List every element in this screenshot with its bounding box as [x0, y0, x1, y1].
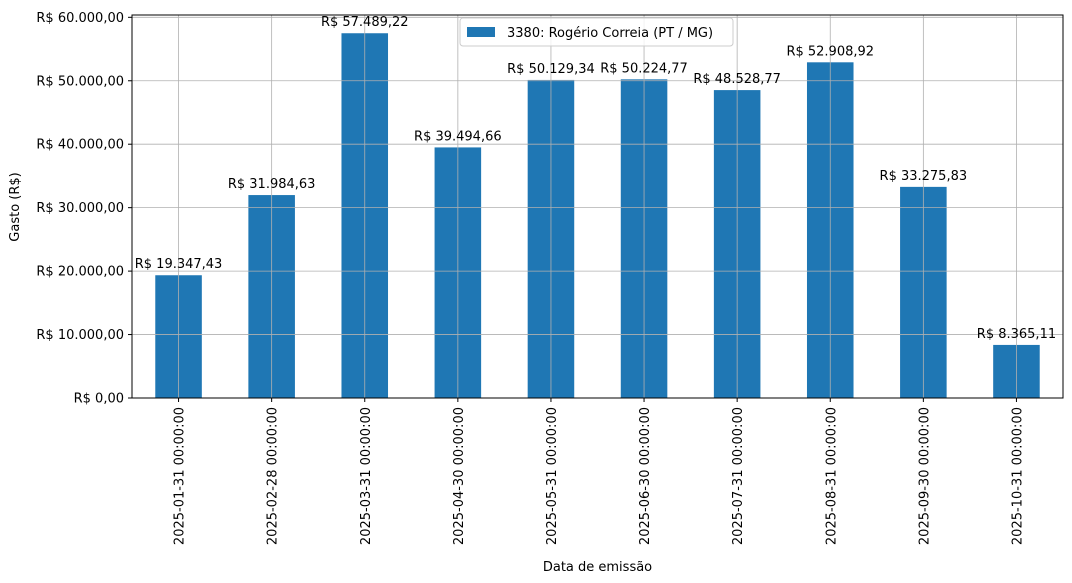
- data-label: R$ 33.275,83: [880, 169, 968, 184]
- data-label: R$ 52.908,92: [786, 44, 874, 59]
- data-labels: R$ 19.347,43 R$ 31.984,63 R$ 57.489,22 R$ 3…: [135, 15, 1056, 342]
- x-tick-label: 2025-06-30 00:00:00: [638, 407, 653, 545]
- x-tick-label: 2025-09-30 00:00:00: [917, 407, 932, 545]
- grid-lines: [132, 15, 1063, 399]
- data-label: R$ 50.129,34: [507, 62, 595, 77]
- y-axis-label: Gasto (R$): [8, 172, 23, 241]
- data-label: R$ 39.494,66: [414, 129, 502, 144]
- y-tick-label: R$ 20.000,00: [36, 265, 124, 280]
- x-tick-label: 2025-04-30 00:00:00: [452, 407, 467, 545]
- x-tick-label: 2025-01-31 00:00:00: [173, 407, 188, 545]
- data-label: R$ 57.489,22: [321, 15, 409, 30]
- legend: 3380: Rogério Correia (PT / MG): [459, 17, 734, 47]
- legend-swatch: [467, 27, 495, 37]
- x-tick-label: 2025-03-31 00:00:00: [359, 407, 374, 545]
- bars: [155, 33, 1040, 399]
- data-label: R$ 8.365,11: [977, 327, 1056, 342]
- x-tick-label: 2025-10-31 00:00:00: [1010, 407, 1025, 545]
- legend-label: 3380: Rogério Correia (PT / MG): [507, 26, 713, 41]
- x-axis-label: Data de emissão: [543, 560, 652, 575]
- data-label: R$ 48.528,77: [693, 72, 781, 87]
- y-tick-label: R$ 30.000,00: [36, 201, 124, 216]
- legend-frame: [459, 17, 734, 47]
- data-label: R$ 50.224,77: [600, 61, 688, 76]
- x-tick-label: 2025-07-31 00:00:00: [731, 407, 746, 545]
- y-tick-label: R$ 60.000,00: [36, 11, 124, 26]
- y-tick-label: R$ 10.000,00: [36, 328, 124, 343]
- data-label: R$ 19.347,43: [135, 257, 223, 272]
- x-tick-label: 2025-08-31 00:00:00: [824, 407, 839, 545]
- plot-frame: [131, 14, 1064, 399]
- y-tick-label: R$ 0,00: [74, 392, 124, 407]
- data-label: R$ 31.984,63: [228, 177, 316, 192]
- axes: R$ 0,00 R$ 10.000,00 R$ 20.000,00 R$ 30.000…: [36, 11, 1064, 545]
- x-tick-label: 2025-02-28 00:00:00: [266, 407, 281, 545]
- y-tick-label: R$ 40.000,00: [36, 138, 124, 153]
- y-tick-label: R$ 50.000,00: [36, 74, 124, 89]
- x-tick-label: 2025-05-31 00:00:00: [545, 407, 560, 545]
